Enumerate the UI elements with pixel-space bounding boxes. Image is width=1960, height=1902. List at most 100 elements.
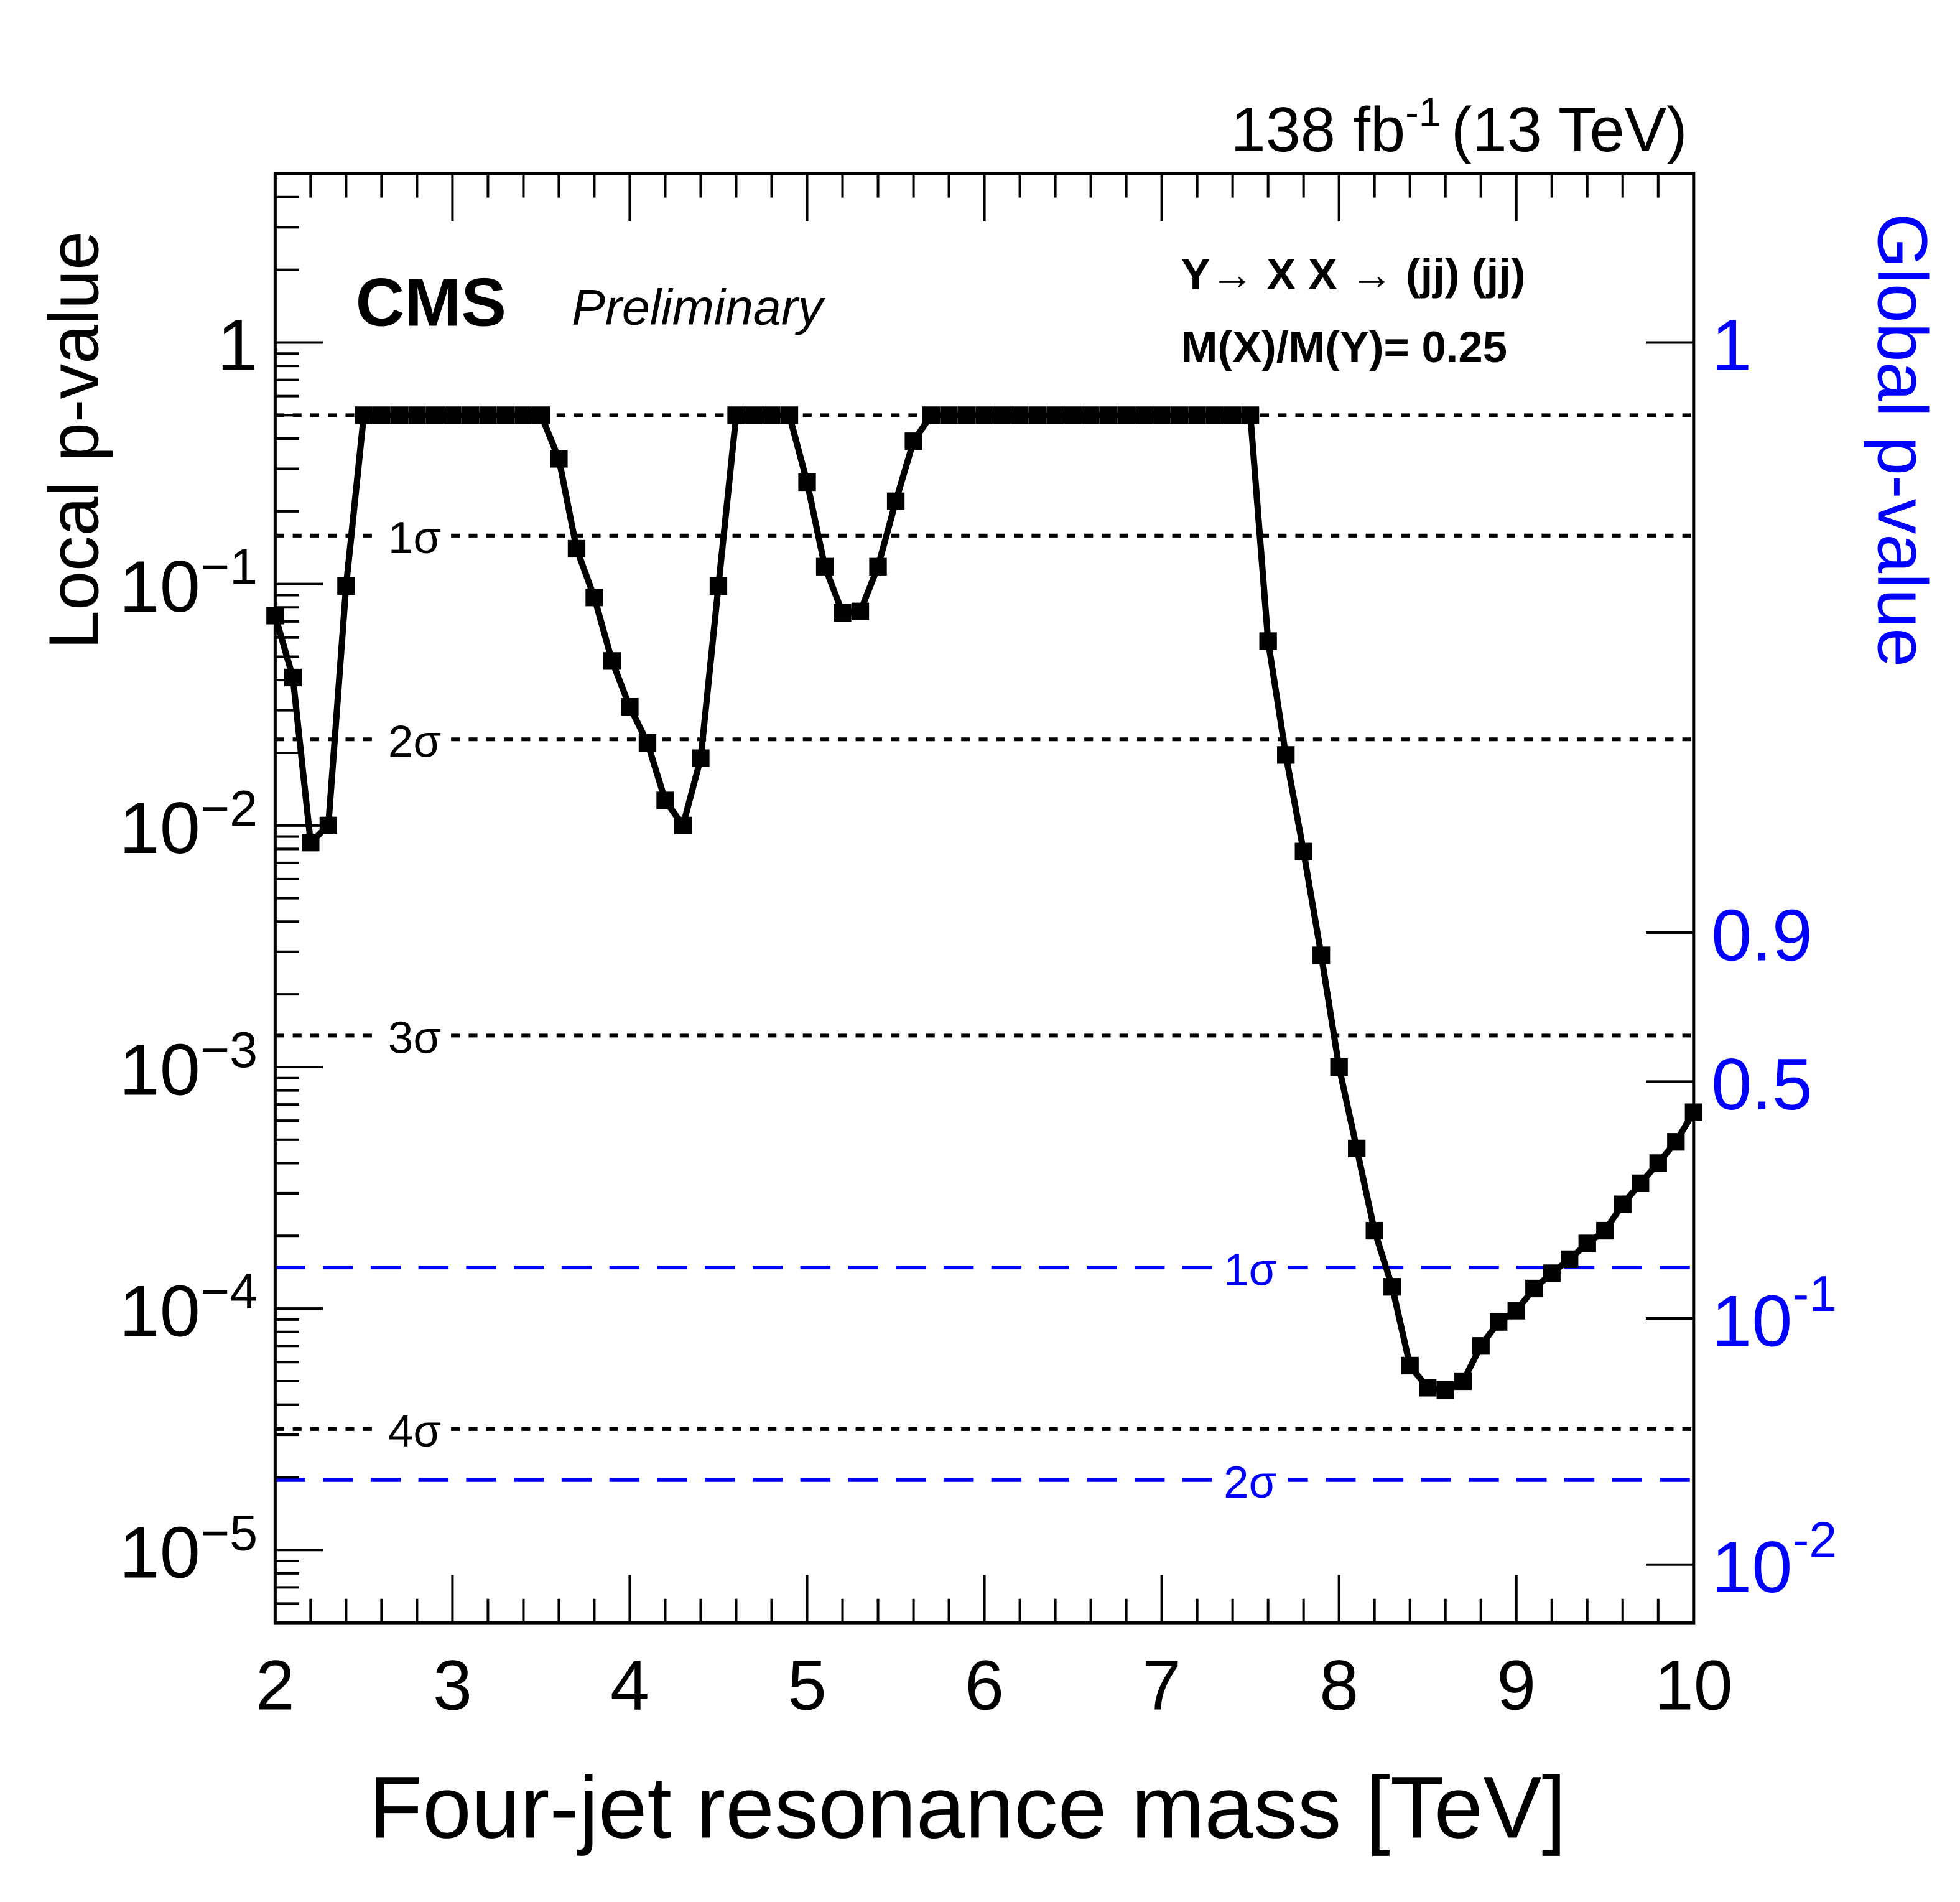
sigma-label-bg [376, 1015, 450, 1056]
data-point [355, 406, 373, 424]
y-tick-label: 10−1 [119, 539, 258, 627]
right-tick-base: 10 [1711, 1280, 1792, 1361]
data-point [851, 602, 870, 620]
right-y-tick-label: 0.9 [1711, 894, 1813, 976]
y-tick-exponent: −2 [200, 781, 258, 837]
data-point [1472, 1337, 1490, 1355]
x-tick-label: 4 [610, 1646, 649, 1724]
data-point [1543, 1264, 1561, 1282]
x-axis-label: Four-jet resonance mass [TeV] [369, 1758, 1566, 1857]
data-point [567, 539, 586, 558]
local-sigma-label: 1σ [388, 513, 441, 563]
data-point [904, 432, 922, 450]
data-point [1170, 406, 1189, 424]
data-point [1312, 946, 1331, 964]
data-point [940, 406, 958, 424]
data-point [585, 589, 603, 607]
y-tick-label: 10−4 [119, 1264, 258, 1351]
experiment-label: CMS [356, 265, 506, 341]
right-tick-exponent: -2 [1792, 1513, 1837, 1569]
data-point [1667, 1133, 1685, 1151]
data-point [390, 406, 409, 424]
x-tick-label: 5 [787, 1646, 827, 1724]
data-point [1188, 406, 1206, 424]
data-point [1011, 406, 1029, 424]
data-point [603, 652, 621, 670]
x-tick-label: 10 [1655, 1646, 1733, 1724]
data-point [621, 697, 639, 716]
data-point [727, 406, 745, 424]
y-tick-exponent: −4 [200, 1264, 258, 1320]
data-point [780, 406, 799, 424]
y-tick-label: 10−2 [119, 781, 258, 869]
y-tick-label: 10−5 [119, 1505, 258, 1593]
data-point [1082, 406, 1100, 424]
data-point [1383, 1278, 1401, 1296]
data-point [1277, 746, 1295, 764]
data-point [763, 406, 781, 424]
x-tick-label: 7 [1142, 1646, 1181, 1724]
data-point [496, 406, 515, 424]
sigma-label-bg [1212, 1460, 1288, 1501]
data-point [1135, 406, 1153, 424]
status-label: Preliminary [572, 280, 826, 336]
data-point [550, 450, 568, 468]
sigma-label-bg [376, 515, 450, 556]
right-y-tick-label: 1 [1711, 304, 1752, 386]
sigma-label-bg [376, 719, 450, 760]
lumi-label: 138 fb-1 (13 TeV) [1230, 89, 1687, 164]
x-tick-label: 6 [965, 1646, 1004, 1724]
right-tick-exponent: -1 [1792, 1266, 1837, 1322]
y-tick-base: 10 [119, 1270, 200, 1352]
data-point [1224, 406, 1242, 424]
y-tick-label: 10−3 [119, 1022, 258, 1110]
y-tick-base: 10 [119, 787, 200, 869]
data-line [272, 412, 1697, 1394]
data-point [834, 604, 852, 622]
data-point [514, 406, 532, 424]
reference-lines: 1σ 2σ 3σ 4σ 1σ 2σ [275, 413, 1694, 1508]
local-sigma-label: 2σ [388, 717, 441, 767]
y-tick-base: 10 [119, 1512, 200, 1593]
y-tick-exponent: −5 [200, 1505, 258, 1561]
y-tick-base: 1 [217, 304, 258, 386]
data-point [656, 791, 674, 809]
x-tick-label: 3 [433, 1646, 472, 1724]
data-point [1578, 1234, 1596, 1252]
data-point [284, 668, 302, 687]
data-point [975, 406, 993, 424]
data-point [886, 492, 905, 510]
global-sigma-label: 1σ [1224, 1244, 1276, 1295]
data-point [692, 749, 710, 767]
data-point [709, 577, 728, 595]
data-point [745, 406, 763, 424]
data-point [1099, 406, 1118, 424]
data-point [444, 406, 462, 424]
data-point [1401, 1356, 1419, 1375]
x-tick-label: 8 [1319, 1646, 1359, 1724]
y-tick-base: 10 [119, 1028, 200, 1110]
data-point [1330, 1058, 1348, 1076]
data-point [674, 816, 692, 834]
data-point [1064, 406, 1082, 424]
local-sigma-label: 3σ [388, 1013, 441, 1063]
right-tick-base: 10 [1711, 1526, 1792, 1608]
data-point [337, 577, 355, 595]
data-point [425, 406, 444, 424]
data-point [1454, 1372, 1472, 1391]
data-point [1490, 1313, 1508, 1331]
right-y-axis-label: Global p-value [1864, 213, 1942, 667]
data-point [1632, 1174, 1650, 1193]
right-y-tick-label: 10-2 [1711, 1513, 1837, 1608]
data-point [1046, 406, 1064, 424]
data-point [1507, 1302, 1525, 1320]
data-point [798, 473, 816, 492]
y-tick-base: 10 [119, 546, 200, 627]
data-point [1561, 1250, 1579, 1269]
y-tick-exponent: −3 [200, 1022, 258, 1078]
axes: 2 3 4 5 6 7 8 9 10110−110−210−310−410−510.90.510… [119, 172, 1837, 1724]
data-point [1365, 1221, 1383, 1240]
data-point [373, 406, 391, 424]
data-point [1614, 1195, 1632, 1213]
